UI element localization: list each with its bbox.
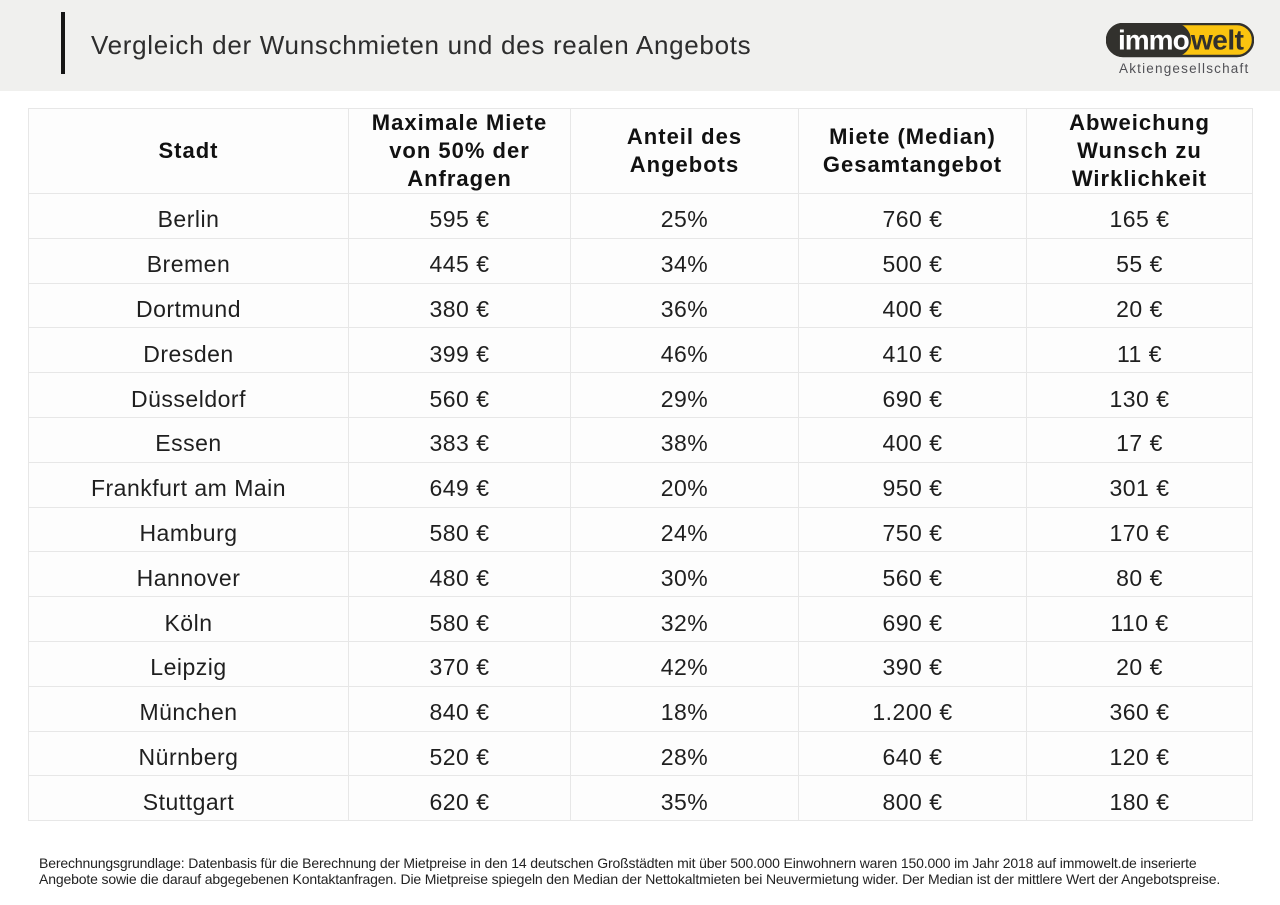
svg-text:welt: welt	[1190, 25, 1244, 56]
svg-text:immo: immo	[1118, 25, 1190, 56]
